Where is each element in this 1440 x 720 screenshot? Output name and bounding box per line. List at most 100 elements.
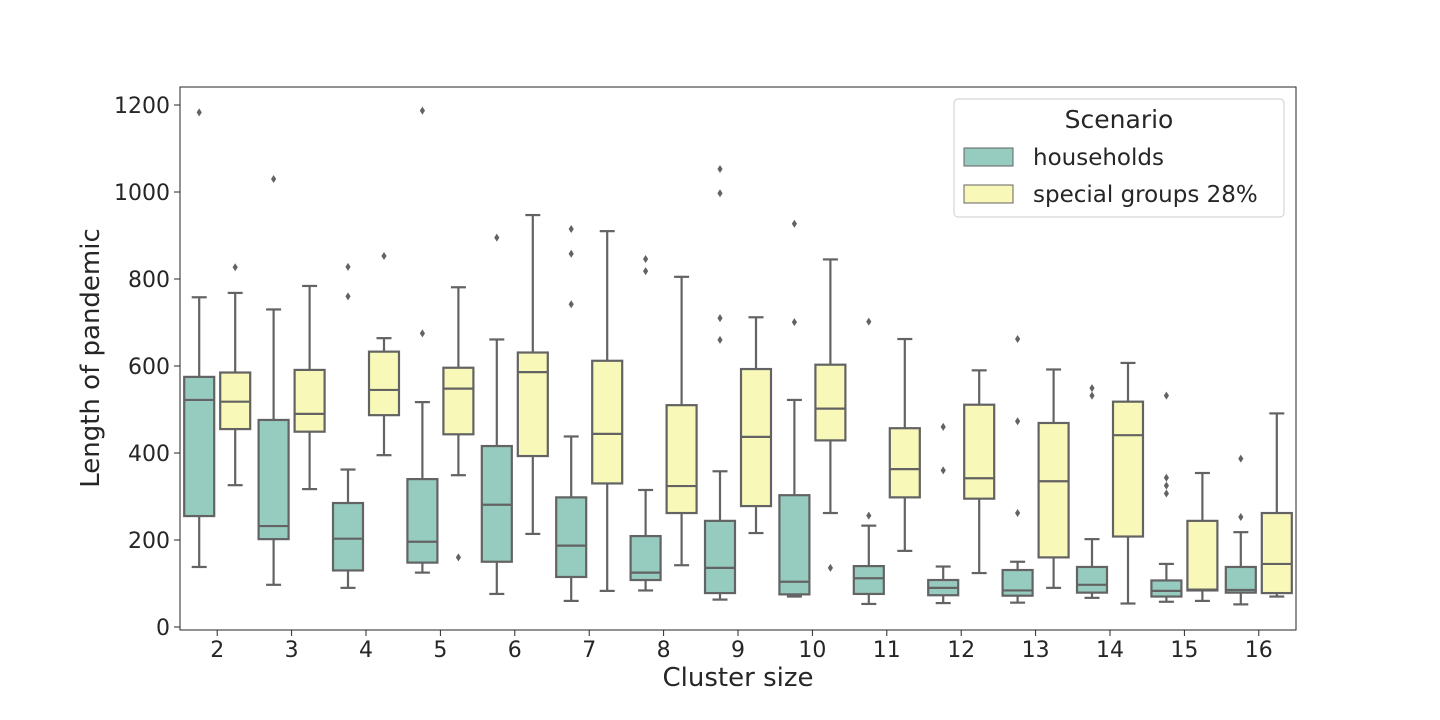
box-special-groups-11 xyxy=(888,337,921,552)
outlier-point xyxy=(717,164,723,173)
box-households-3 xyxy=(257,174,290,586)
box-special-groups-8 xyxy=(665,275,698,567)
x-tick-label: 16 xyxy=(1245,638,1273,663)
outlier-point xyxy=(1163,481,1169,490)
box-iqr xyxy=(442,366,475,436)
outlier-point xyxy=(1238,454,1244,463)
outlier-point xyxy=(827,563,833,572)
box-groups xyxy=(183,106,1293,606)
outlier-point xyxy=(568,249,574,258)
outlier-point xyxy=(791,219,797,228)
x-axis-label: Cluster size xyxy=(663,663,814,693)
x-tick-label: 9 xyxy=(731,638,745,663)
box-iqr xyxy=(406,478,439,564)
outlier-point xyxy=(419,329,425,338)
x-tick-label: 10 xyxy=(798,638,826,663)
outlier-point xyxy=(866,317,872,326)
box-special-groups-5 xyxy=(442,286,475,562)
box-households-13 xyxy=(1001,335,1034,604)
box-households-8 xyxy=(629,254,662,592)
x-tick-label: 6 xyxy=(508,638,522,663)
x-tick-label: 12 xyxy=(947,638,975,663)
y-axis-label: Length of pandemic xyxy=(76,228,106,488)
outlier-point xyxy=(940,466,946,475)
y-tick-label: 400 xyxy=(128,442,170,467)
outlier-point xyxy=(568,224,574,233)
box-special-groups-6 xyxy=(516,213,549,536)
x-tick-label: 4 xyxy=(359,638,373,663)
box-households-16 xyxy=(1224,454,1257,606)
outlier-point xyxy=(791,318,797,327)
box-special-groups-15 xyxy=(1186,471,1219,603)
y-tick-label: 1200 xyxy=(114,94,170,119)
box-iqr xyxy=(1150,579,1183,598)
box-iqr xyxy=(1186,519,1219,592)
y-axis: 0 200 400 600 800 1000 1200 xyxy=(114,94,180,641)
outlier-point xyxy=(1163,489,1169,498)
box-households-7 xyxy=(555,224,588,603)
legend-title: Scenario xyxy=(1065,105,1174,134)
outlier-point xyxy=(1238,512,1244,521)
box-iqr xyxy=(257,418,290,541)
outlier-point xyxy=(643,267,649,276)
outlier-point xyxy=(1163,473,1169,482)
box-households-10 xyxy=(778,219,811,598)
x-tick-label: 3 xyxy=(285,638,299,663)
y-tick-label: 0 xyxy=(156,616,170,641)
outlier-point xyxy=(643,254,649,263)
box-iqr xyxy=(1260,511,1293,595)
outlier-point xyxy=(1089,391,1095,400)
box-special-groups-3 xyxy=(293,284,326,491)
outlier-point xyxy=(196,108,202,117)
box-special-groups-12 xyxy=(963,369,996,575)
x-tick-label: 2 xyxy=(210,638,224,663)
box-special-groups-2 xyxy=(219,263,252,487)
box-iqr xyxy=(665,404,698,515)
box-special-groups-14 xyxy=(1111,361,1145,605)
legend-swatch-households xyxy=(963,147,1014,167)
box-households-6 xyxy=(480,233,513,596)
x-tick-label: 8 xyxy=(657,638,671,663)
box-iqr xyxy=(1001,568,1034,597)
x-axis: 2 3 4 5 6 7 8 9 10 11 12 13 14 15 16 xyxy=(210,630,1273,663)
outlier-point xyxy=(568,300,574,309)
box-iqr xyxy=(555,496,588,579)
outlier-point xyxy=(345,292,351,301)
box-iqr xyxy=(293,368,326,433)
box-iqr xyxy=(778,494,811,596)
outlier-point xyxy=(717,314,723,323)
outlier-point xyxy=(1015,509,1021,518)
box-special-groups-13 xyxy=(1037,368,1070,589)
y-tick-label: 200 xyxy=(128,529,170,554)
outlier-point xyxy=(1163,391,1169,400)
outlier-point xyxy=(940,422,946,431)
box-iqr xyxy=(183,375,216,518)
legend-frame xyxy=(953,98,1285,218)
box-iqr xyxy=(963,403,996,500)
box-special-groups-4 xyxy=(367,251,401,457)
outlier-point xyxy=(494,233,500,242)
box-iqr xyxy=(1075,565,1109,594)
outlier-point xyxy=(455,553,461,562)
box-iqr xyxy=(516,351,549,458)
legend-label-special-groups: special groups 28% xyxy=(1033,182,1258,208)
y-tick-label: 600 xyxy=(128,355,170,380)
box-special-groups-16 xyxy=(1260,412,1293,598)
outlier-point xyxy=(1089,384,1095,393)
box-households-4 xyxy=(331,262,365,589)
box-households-5 xyxy=(406,106,439,574)
outlier-point xyxy=(717,335,723,344)
outlier-point xyxy=(717,189,723,198)
y-tick-label: 800 xyxy=(128,268,170,293)
outlier-point xyxy=(271,174,277,183)
outlier-point xyxy=(1015,417,1021,426)
legend-label-households: households xyxy=(1033,145,1164,171)
box-iqr xyxy=(367,350,401,417)
outlier-point xyxy=(866,511,872,520)
box-iqr xyxy=(852,564,885,596)
box-iqr xyxy=(814,363,847,442)
legend-swatch-special-groups xyxy=(963,184,1014,204)
box-households-14 xyxy=(1075,384,1109,599)
box-households-15 xyxy=(1150,391,1183,603)
outlier-point xyxy=(232,263,238,272)
